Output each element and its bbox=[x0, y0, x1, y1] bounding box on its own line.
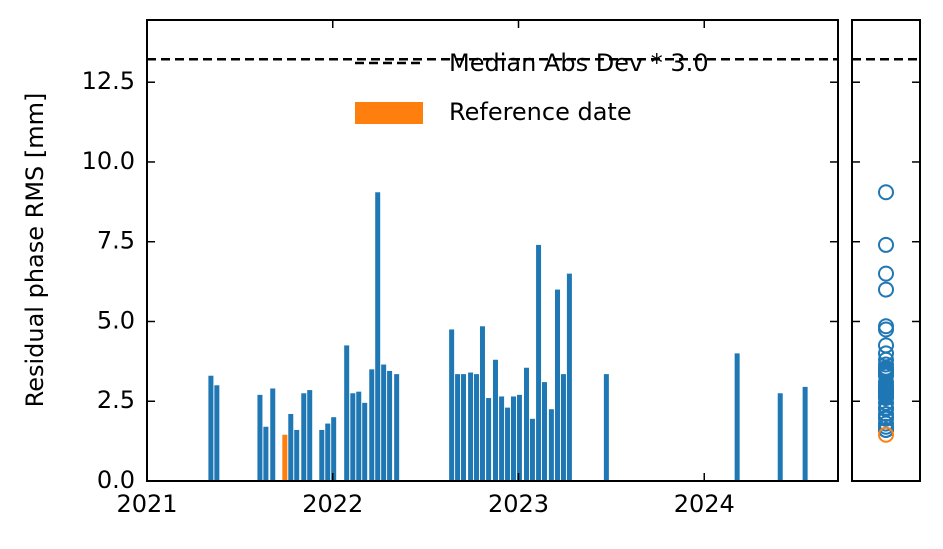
bar bbox=[325, 423, 331, 481]
side-point bbox=[878, 401, 894, 418]
side-point bbox=[878, 366, 894, 383]
side-point bbox=[878, 184, 894, 201]
y-tick-label: 12.5 bbox=[82, 67, 135, 95]
bar bbox=[344, 345, 350, 481]
side-point bbox=[878, 265, 894, 282]
bar bbox=[548, 409, 554, 481]
bar bbox=[362, 402, 368, 481]
bar bbox=[499, 396, 505, 481]
side-point bbox=[878, 426, 894, 443]
side-point bbox=[878, 421, 894, 438]
bar bbox=[468, 372, 474, 481]
bar bbox=[492, 359, 498, 481]
y-tick-label: 0.0 bbox=[97, 466, 135, 494]
bar bbox=[505, 407, 511, 481]
side-point bbox=[878, 281, 894, 298]
x-tick-label: 2022 bbox=[302, 490, 363, 518]
bar bbox=[301, 393, 307, 481]
bar bbox=[560, 374, 566, 481]
bar bbox=[555, 289, 561, 481]
x-tick-label: 2023 bbox=[488, 490, 549, 518]
bar bbox=[319, 429, 325, 481]
legend-label: Reference date bbox=[449, 98, 632, 126]
bar bbox=[288, 414, 294, 481]
bar bbox=[356, 391, 362, 481]
bar bbox=[461, 374, 467, 481]
bar bbox=[474, 374, 480, 481]
side-point bbox=[878, 345, 894, 362]
axes-frame bbox=[146, 19, 839, 482]
y-tick-label: 2.5 bbox=[97, 386, 135, 414]
side-point bbox=[878, 236, 894, 253]
bar bbox=[603, 374, 609, 481]
side-point bbox=[878, 394, 894, 411]
bar bbox=[523, 367, 529, 481]
bar bbox=[350, 393, 356, 481]
bar bbox=[270, 388, 276, 481]
bar bbox=[529, 418, 535, 481]
bar bbox=[542, 382, 548, 481]
bar bbox=[307, 390, 313, 481]
legend-swatch bbox=[355, 102, 423, 124]
bar bbox=[802, 386, 808, 481]
x-tick-label: 2024 bbox=[674, 490, 735, 518]
y-tick-label: 7.5 bbox=[97, 227, 135, 255]
bar bbox=[294, 429, 300, 481]
bar bbox=[510, 396, 516, 481]
bar bbox=[455, 374, 461, 481]
bar bbox=[394, 374, 400, 481]
bar bbox=[369, 369, 375, 481]
bar bbox=[479, 326, 485, 481]
x-tick-label: 2021 bbox=[116, 490, 177, 518]
bar bbox=[263, 426, 269, 481]
bar bbox=[375, 192, 381, 482]
bar bbox=[734, 353, 740, 481]
side-point bbox=[878, 374, 894, 391]
bar bbox=[449, 329, 455, 481]
bar bbox=[381, 364, 387, 481]
y-tick-label: 10.0 bbox=[82, 147, 135, 175]
bar bbox=[208, 375, 214, 481]
bar bbox=[257, 394, 263, 481]
bar bbox=[486, 398, 492, 481]
bar bbox=[566, 273, 572, 481]
bar bbox=[777, 393, 783, 481]
side-point bbox=[878, 318, 894, 335]
bar bbox=[387, 370, 393, 481]
bar bbox=[536, 244, 542, 481]
bar bbox=[516, 394, 522, 481]
y-tick-label: 5.0 bbox=[97, 306, 135, 334]
bar bbox=[282, 434, 288, 481]
side-point bbox=[878, 410, 894, 427]
side-point bbox=[878, 385, 894, 402]
side-point bbox=[878, 378, 894, 395]
bar bbox=[214, 385, 220, 481]
side-frame bbox=[851, 19, 921, 482]
legend-label: Median Abs Dev * 3.0 bbox=[449, 49, 709, 77]
side-point bbox=[878, 321, 894, 338]
y-axis-label: Residual phase RMS [mm] bbox=[21, 93, 49, 408]
bar bbox=[331, 417, 337, 481]
